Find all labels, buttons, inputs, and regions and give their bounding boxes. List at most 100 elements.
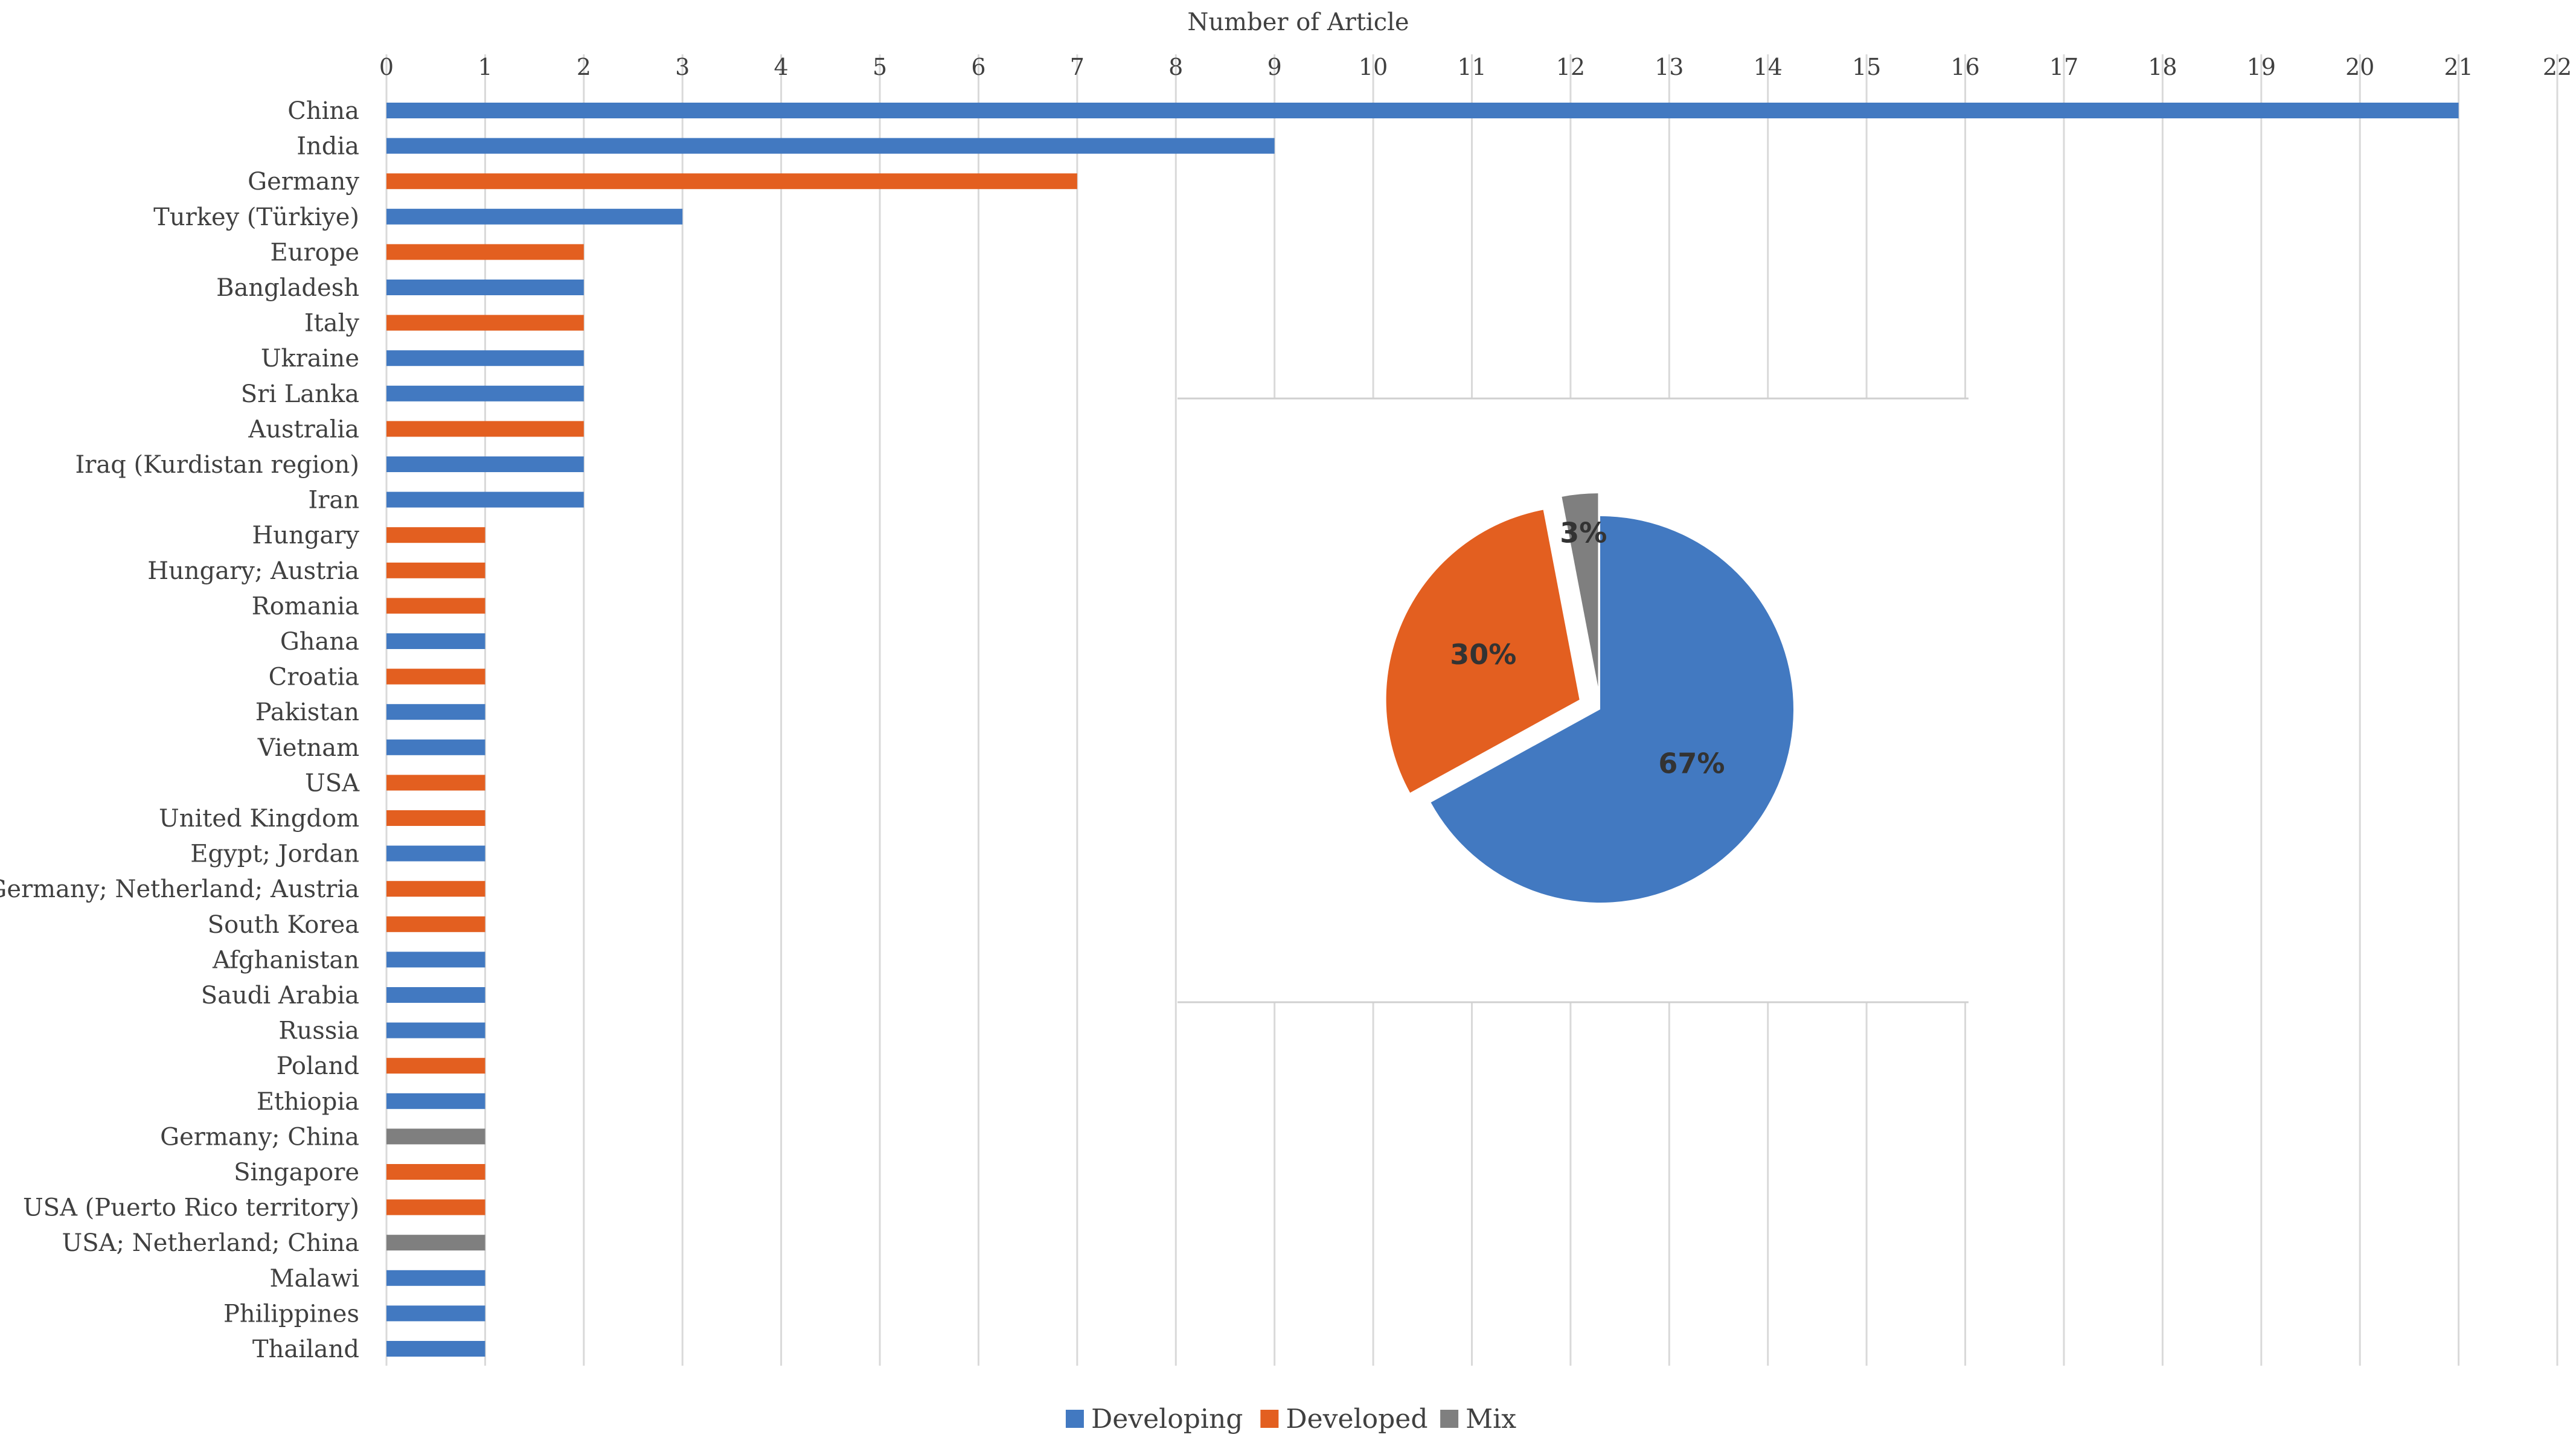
category-label: Hungary [252,522,359,549]
pie-slice-developing [1431,516,1793,903]
category-label: Vietnam [257,734,359,762]
bar-iraq-kurdistan-region [386,456,584,472]
x-tick-label: 14 [1754,54,1783,80]
bar-united-kingdom [386,810,485,826]
bar-china [386,103,2459,118]
category-label: Germany; China [160,1123,359,1151]
pie-slice-mix [1562,493,1598,687]
category-axis: China India Germany Turkey (Türkiye) Europe B… [0,97,360,1363]
category-label: Russia [278,1017,359,1045]
bar-thailand [386,1341,485,1357]
x-axis-title: Number of Article [1187,8,1409,36]
x-tick-label: 22 [2543,54,2572,80]
bar-singapore [386,1164,485,1180]
x-tick-label: 18 [2148,54,2177,80]
category-label: Sri Lanka [241,380,359,408]
legend-label: Developing [1091,1404,1243,1435]
bar-croatia [386,668,485,685]
bar-series [386,103,2459,1357]
bar-italy [386,315,584,331]
x-tick-label: 8 [1168,54,1183,80]
category-label: Pakistan [255,699,359,726]
x-tick-label: 9 [1267,54,1282,80]
category-label: Turkey (Türkiye) [153,203,359,231]
category-label: Singapore [234,1159,359,1186]
bar-india [386,138,1275,154]
category-label: Saudi Arabia [201,982,359,1009]
x-tick-label: 0 [379,54,394,80]
bar-romania [386,598,485,614]
bar-usa-puerto-rico-territory [386,1199,485,1215]
bar-afghanistan [386,952,485,968]
pie-slice-developed [1386,510,1580,793]
pie-chart: 67% 30% 3% [1386,493,1793,903]
category-label: USA (Puerto Rico territory) [23,1194,359,1222]
x-tick-label: 1 [478,54,492,80]
legend-swatch [1260,1410,1279,1428]
category-label: Europe [271,238,359,266]
x-tick-label: 11 [1457,54,1486,80]
category-label: Ethiopia [257,1088,359,1116]
category-label: Thailand [252,1335,359,1363]
legend-label: Developed [1286,1404,1427,1435]
category-label: Malawi [270,1265,359,1293]
category-label: Germany [248,168,359,196]
bar-sri-lanka [386,385,584,401]
bar-poland [386,1058,485,1074]
bar-europe [386,244,584,260]
bar-germany-netherland-austria [386,881,485,897]
x-tick-label: 17 [2049,54,2078,80]
x-axis-ticks: 0 1 2 3 4 5 6 7 8 9 10 11 12 13 14 15 16 17 18 19 20 21 22 [379,54,2572,80]
bar-south-korea [386,916,485,932]
x-tick-label: 20 [2345,54,2374,80]
category-label: Philippines [223,1300,359,1328]
x-tick-label: 7 [1070,54,1085,80]
bar-australia [386,421,584,437]
pie-slice-label: 3% [1560,516,1607,549]
bar-hungary [386,527,485,543]
bar-iran [386,491,584,508]
category-label: Germany; Netherland; Austria [0,875,359,903]
bar-bangladesh [386,280,584,295]
bar-hungary-austria [386,562,485,578]
bar-malawi [386,1270,485,1286]
bar-ghana [386,633,485,649]
category-label: Italy [304,310,360,337]
pie-slice-label: 30% [1450,638,1516,671]
x-tick-label: 15 [1852,54,1881,80]
bar-egypt-jordan [386,845,485,862]
x-tick-label: 4 [774,54,789,80]
bar-usa-netherland-china [386,1235,485,1251]
x-tick-label: 21 [2444,54,2473,80]
x-tick-label: 10 [1359,54,1388,80]
x-tick-label: 19 [2247,54,2276,80]
category-label: Afghanistan [212,946,359,974]
category-label: Iran [308,487,359,514]
category-label: Bangladesh [216,274,359,302]
category-label: USA; Netherland; China [62,1229,359,1257]
x-tick-label: 12 [1556,54,1585,80]
x-tick-label: 2 [577,54,591,80]
bar-germany-china [386,1128,485,1145]
category-label: United Kingdom [159,805,359,833]
bar-usa [386,775,485,791]
category-label: Hungary; Austria [147,557,359,585]
category-label: China [287,97,359,125]
category-label: Croatia [269,664,359,691]
bar-russia [386,1022,485,1038]
bar-philippines [386,1305,485,1322]
category-label: Iraq (Kurdistan region) [75,451,359,479]
x-tick-label: 6 [971,54,985,80]
category-label: Poland [277,1052,359,1080]
legend: Developing Developed Mix [1065,1404,1516,1435]
category-label: Egypt; Jordan [190,840,359,868]
legend-item-developed: Developed [1260,1404,1428,1435]
category-label: Ghana [280,628,359,656]
legend-swatch [1065,1410,1084,1428]
x-tick-label: 3 [675,54,690,80]
bar-pakistan [386,704,485,720]
bar-germany [386,173,1077,190]
legend-item-developing: Developing [1065,1404,1243,1435]
bar-saudi-arabia [386,987,485,1003]
